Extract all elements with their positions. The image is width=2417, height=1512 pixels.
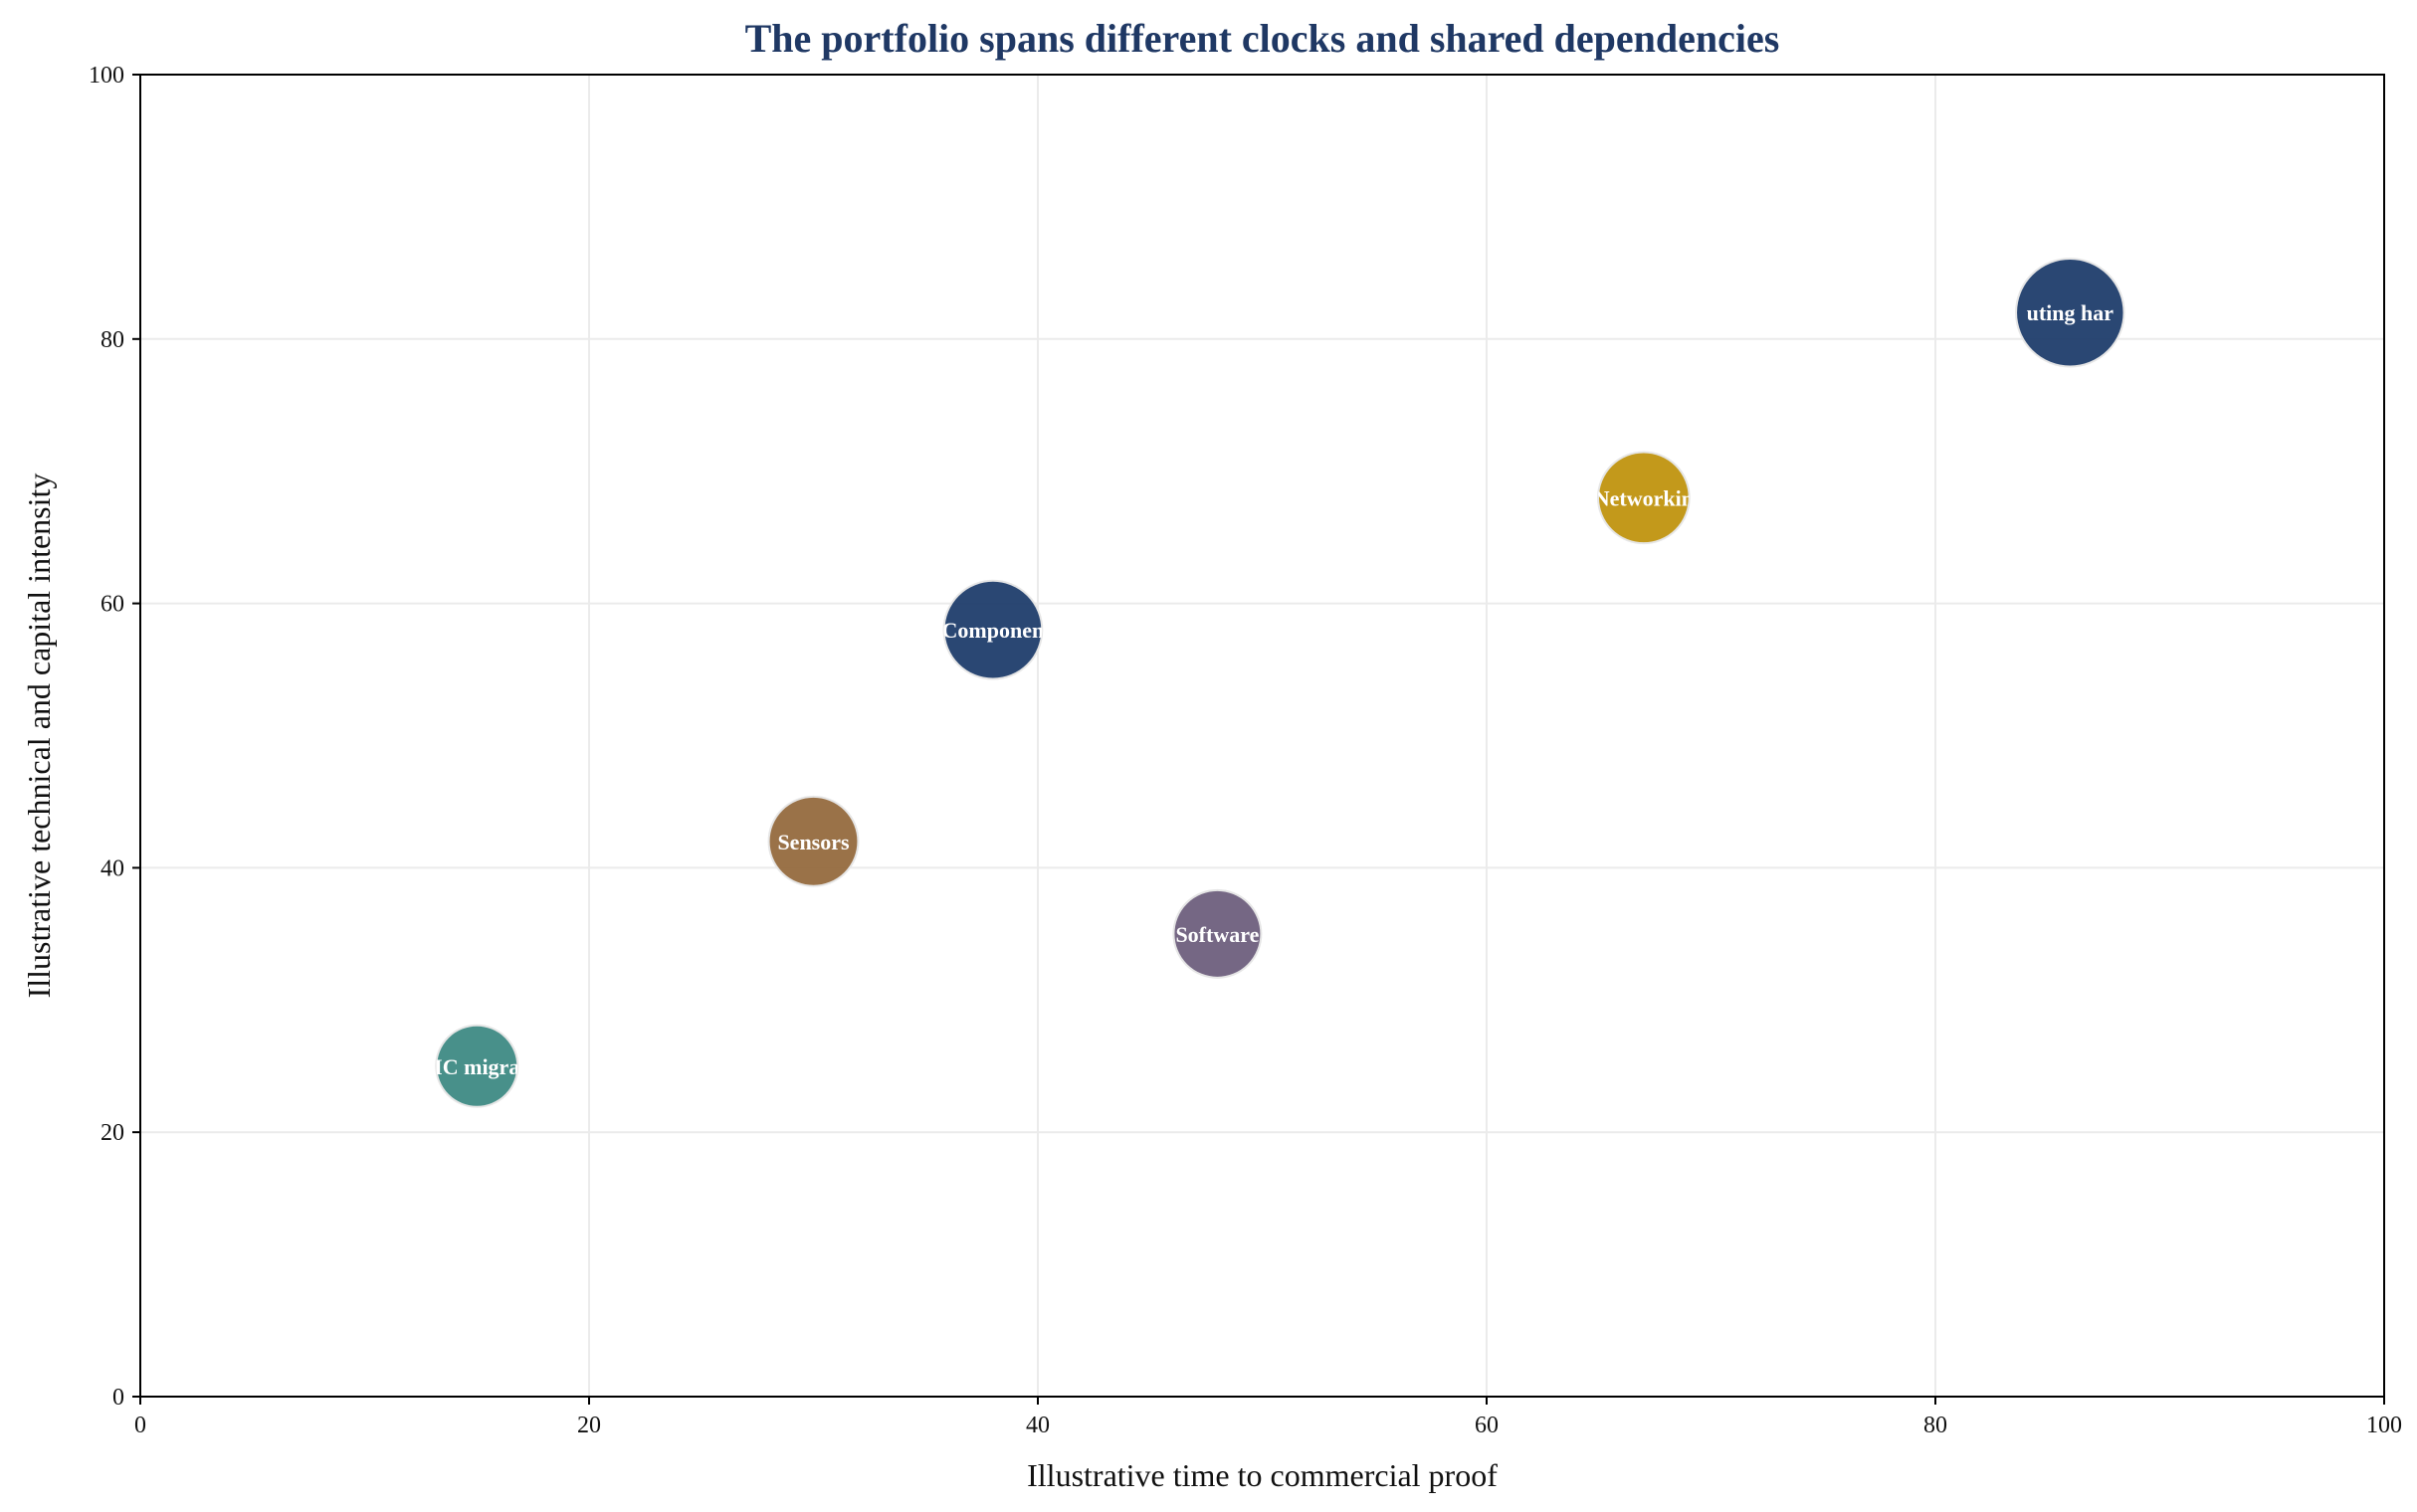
grid-lines: [140, 75, 2384, 1397]
x-tick-label: 40: [1026, 1413, 1050, 1438]
bubble: uting har: [2015, 257, 2125, 368]
x-axis-label: Illustrative time to commercial proof: [1027, 1457, 1498, 1493]
bubble-point: [1597, 451, 1691, 545]
y-tick-label: 20: [101, 1120, 124, 1146]
bubble-point: [1172, 888, 1263, 979]
y-axis-label: Illustrative technical and capital inten…: [21, 473, 57, 999]
y-tick-label: 40: [101, 855, 124, 881]
bubble: Componen: [942, 579, 1045, 680]
plot-frame: [139, 74, 2385, 1398]
x-tick-label: 0: [134, 1413, 146, 1438]
y-tick-label: 80: [101, 327, 124, 353]
bubble-label: Componen: [942, 618, 1045, 643]
bubble-point: [942, 579, 1044, 680]
bubble-label: Software: [1175, 922, 1259, 947]
x-tick-label: 20: [577, 1413, 601, 1438]
ticks: 0 20 40 60 80 100 0 20 40 60 80 100: [89, 63, 2402, 1438]
bubble-point: [435, 1024, 519, 1108]
bubble-label: uting har: [2027, 300, 2115, 325]
y-tick-label: 100: [89, 63, 124, 89]
bubble: Networkin: [1594, 451, 1694, 545]
x-tick-label: 80: [1923, 1413, 1947, 1438]
bubbles: IC migra Sensors Componen Software Networkin…: [434, 257, 2125, 1108]
bubble-label: Sensors: [777, 830, 850, 854]
bubble-point: [767, 795, 860, 887]
x-tick-label: 100: [2366, 1413, 2402, 1438]
bubble: IC migra: [434, 1024, 519, 1108]
y-tick-label: 60: [101, 592, 124, 618]
x-tick-label: 60: [1475, 1413, 1499, 1438]
bubble: Software: [1172, 888, 1263, 979]
bubble-label: Networkin: [1594, 485, 1694, 510]
bubble-point: [2015, 257, 2125, 368]
bubble: Sensors: [767, 795, 860, 887]
chart-title: The portfolio spans different clocks and…: [745, 16, 1780, 61]
bubble-label: IC migra: [434, 1054, 519, 1079]
y-tick-label: 0: [112, 1385, 124, 1411]
